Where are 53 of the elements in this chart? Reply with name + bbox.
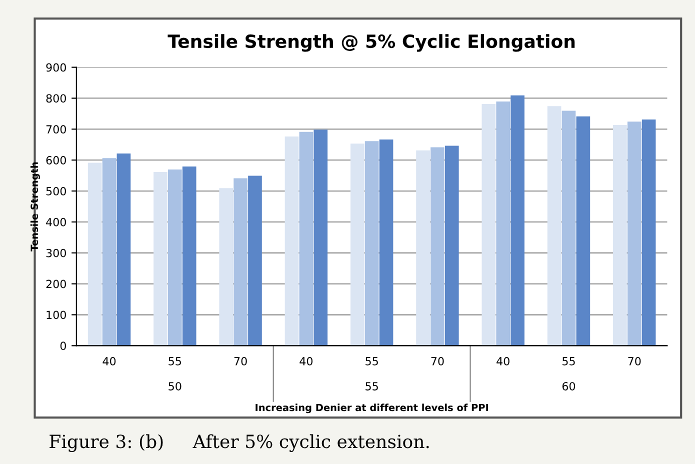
- bar: [379, 140, 394, 346]
- bar: [482, 104, 496, 346]
- x-tick-label: 70: [234, 356, 247, 366]
- bar: [350, 144, 364, 346]
- bar: [642, 119, 656, 346]
- y-tick-label: 900: [46, 63, 66, 72]
- y-tick-label: 400: [46, 218, 66, 226]
- y-tick-label: 100: [46, 310, 66, 320]
- y-tick-label: 200: [46, 280, 66, 288]
- chart-title: Tensile Strength @ 5% Cyclic Elongation: [168, 34, 575, 52]
- bar: [116, 153, 131, 346]
- x-tick-label: 70: [628, 356, 641, 366]
- y-tick-label: 700: [46, 125, 66, 134]
- bar: [510, 95, 524, 346]
- bar: [299, 132, 314, 346]
- y-tick-label: 500: [46, 186, 66, 196]
- caption: Figure 3: (b) After 5% cyclic extension.: [50, 434, 429, 452]
- bar: [613, 125, 627, 346]
- x-tick-label: 70: [431, 356, 444, 366]
- bar: [444, 146, 459, 346]
- text: 50: [168, 382, 182, 390]
- bar: [364, 141, 379, 346]
- text: 55: [366, 382, 378, 390]
- text: 60: [562, 382, 576, 390]
- bar: [562, 110, 576, 346]
- bar: [430, 147, 444, 346]
- y-tick-label: 300: [46, 248, 66, 258]
- bar: [547, 106, 562, 346]
- x-tick-label: 55: [366, 357, 378, 366]
- bar: [627, 122, 642, 346]
- y-axis-title: Tensile Strength: [30, 162, 40, 252]
- x-tick-label: 55: [168, 357, 182, 366]
- bar: [102, 158, 116, 346]
- bar: [219, 188, 234, 346]
- x-tick-label: 40: [102, 356, 116, 366]
- bar: [284, 136, 299, 346]
- x-tick-label: 55: [562, 357, 575, 366]
- bar: [416, 150, 430, 346]
- bar: [496, 102, 510, 346]
- bar: [182, 166, 196, 346]
- bar: [248, 176, 262, 346]
- y-tick-label: 800: [46, 94, 66, 103]
- bar: [314, 130, 328, 346]
- x-tick-label: 40: [300, 356, 313, 366]
- x-axis-title: Increasing Denier at different levels of PPI: [256, 404, 488, 414]
- bar: [154, 172, 168, 346]
- y-tick-label: 0: [60, 342, 66, 350]
- bar: [576, 116, 590, 346]
- y-tick-label: 600: [46, 156, 66, 164]
- bar: [168, 170, 182, 346]
- bar: [234, 178, 248, 346]
- bar: [88, 162, 102, 346]
- x-tick-label: 40: [496, 356, 510, 366]
